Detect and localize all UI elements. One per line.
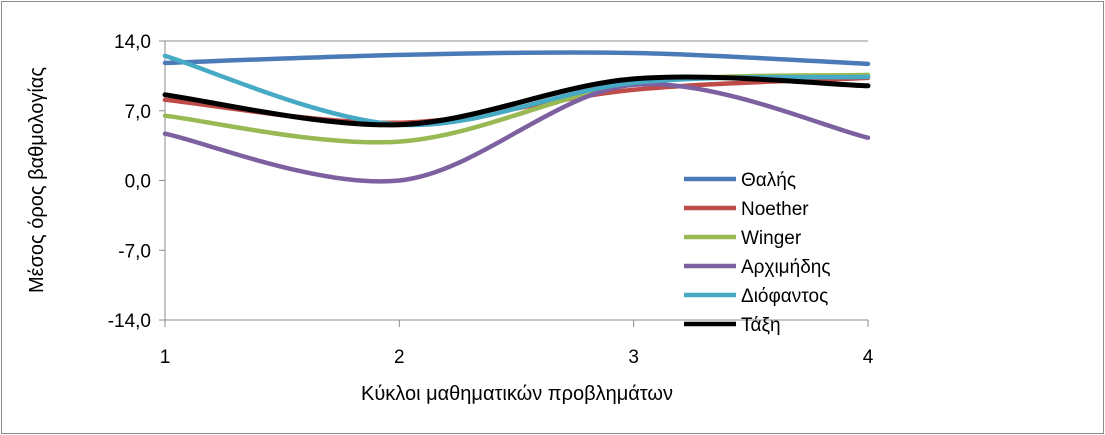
x-tick-label: 4 [863, 347, 874, 368]
series-line-5 [162, 74, 871, 128]
x-tick-label: 1 [160, 347, 171, 368]
x-axis-ticks: 1 2 3 4 [160, 320, 874, 368]
y-tick-label: -14,0 [108, 311, 151, 332]
y-tick-label: 7,0 [125, 102, 151, 123]
y-axis-ticks: 14,0 7,0 0,0 -7,0 -14,0 [108, 32, 165, 332]
legend-label: Διόφαντος [741, 286, 828, 307]
series-line-0 [162, 50, 871, 67]
legend-label: Αρχιμήδης [741, 257, 831, 278]
x-tick-label: 2 [394, 347, 405, 368]
series-line-3 [162, 81, 871, 184]
legend-label: Θαλής [741, 170, 796, 191]
y-tick-label: -7,0 [118, 241, 151, 262]
y-axis-title: Μέσος όρος βαθμολογίας [26, 67, 48, 293]
y-tick-label: 14,0 [114, 32, 151, 53]
legend-label: Noether [741, 199, 809, 220]
legend: Θαλής Noether Winger Αρχιμήδης Διόφαντος Τάξη [684, 170, 831, 336]
series-lines [162, 50, 871, 184]
legend-label: Τάξη [741, 315, 781, 336]
x-tick-label: 3 [628, 347, 639, 368]
legend-label: Winger [741, 228, 802, 249]
x-axis-title: Κύκλοι μαθηματικών προβλημάτων [361, 383, 673, 405]
y-tick-label: 0,0 [125, 172, 151, 193]
